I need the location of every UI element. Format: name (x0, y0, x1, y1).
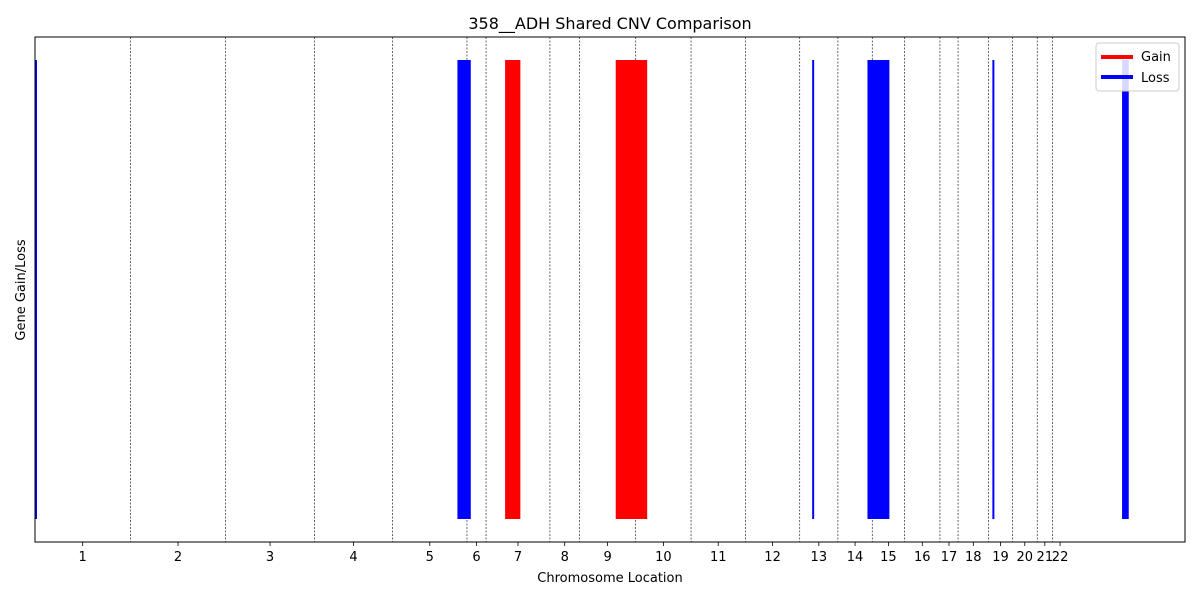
x-tick-label: 20 (1017, 550, 1034, 565)
x-tick-label: 6 (472, 550, 480, 565)
plot-frame (34, 36, 1186, 543)
x-tick-label: 9 (603, 550, 611, 565)
x-tick-label: 22 (1052, 550, 1069, 565)
x-tick-label: 21 (1037, 550, 1054, 565)
x-tick-label: 3 (266, 550, 274, 565)
loss-bar (1122, 60, 1129, 519)
x-tick-label: 1 (79, 550, 87, 565)
gain-bar (505, 60, 521, 519)
x-tick-label: 11 (710, 550, 727, 565)
x-tick-label: 12 (764, 550, 781, 565)
x-tick-label: 14 (847, 550, 864, 565)
loss-bar (992, 60, 995, 519)
x-axis-label: Chromosome Location (537, 571, 682, 586)
gain-bar (615, 60, 648, 519)
x-tick-label: 4 (349, 550, 357, 565)
x-tick-label: 19 (992, 550, 1009, 565)
legend-loss-label: Loss (1141, 71, 1170, 86)
loss-bar (35, 60, 37, 519)
legend: Gain Loss (1095, 42, 1180, 92)
cnv-bars (35, 60, 1129, 519)
x-tick-label: 13 (811, 550, 828, 565)
x-tick-label: 18 (965, 550, 982, 565)
y-axis-label: Gene Gain/Loss (14, 239, 29, 340)
legend-gain-label: Gain (1141, 50, 1171, 65)
x-tick-label: 5 (426, 550, 434, 565)
x-tick-label: 17 (941, 550, 958, 565)
x-tick-label: 15 (880, 550, 897, 565)
loss-bar (812, 60, 815, 519)
x-tick-label: 2 (174, 550, 182, 565)
x-tick-label: 16 (914, 550, 931, 565)
x-tick-label: 8 (561, 550, 569, 565)
loss-bar (457, 60, 471, 519)
x-tick-label: 7 (514, 550, 522, 565)
x-tick-label: 10 (655, 550, 672, 565)
loss-bar (867, 60, 890, 519)
chart-title: 358__ADH Shared CNV Comparison (468, 14, 751, 34)
